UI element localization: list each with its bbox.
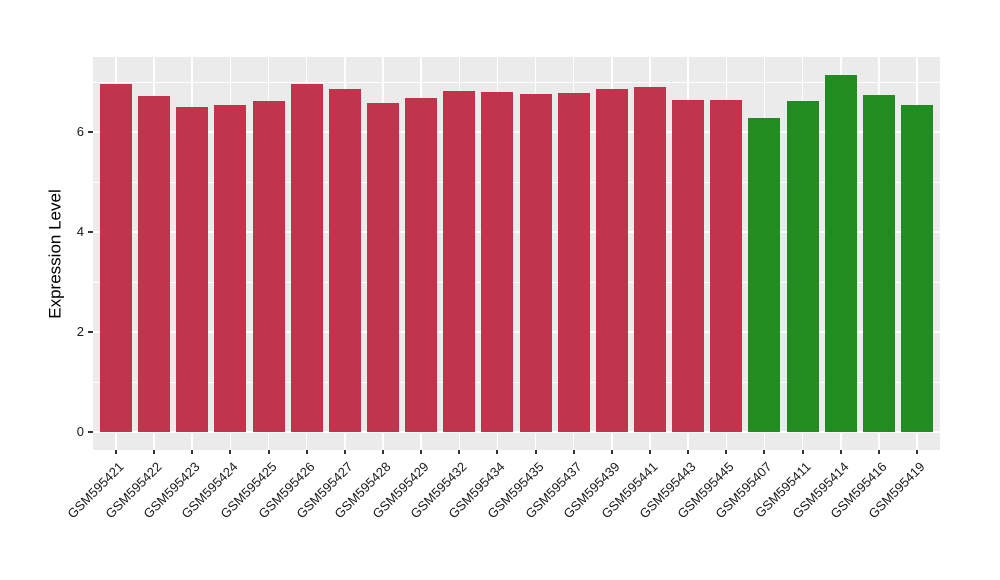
x-axis-tick xyxy=(191,450,194,454)
bar xyxy=(328,89,361,432)
x-axis-tick xyxy=(229,450,232,454)
y-axis-tick xyxy=(88,231,93,233)
x-axis-tick xyxy=(267,450,270,454)
y-tick-label: 0 xyxy=(76,424,84,439)
x-axis-tick xyxy=(420,450,423,454)
bar xyxy=(176,107,209,432)
bar xyxy=(290,84,323,432)
minor-gridline xyxy=(93,81,940,83)
bar xyxy=(824,75,857,432)
x-axis-tick xyxy=(534,450,537,454)
x-axis-tick xyxy=(381,450,384,454)
major-gridline xyxy=(93,131,940,133)
x-axis-tick xyxy=(458,450,461,454)
y-axis-tick xyxy=(88,431,93,433)
x-axis-tick xyxy=(877,450,880,454)
x-axis-tick xyxy=(343,450,346,454)
bar xyxy=(862,95,895,432)
bar xyxy=(786,101,819,432)
bar xyxy=(214,105,247,432)
bar xyxy=(366,103,399,432)
x-axis-tick xyxy=(916,450,919,454)
bar xyxy=(252,101,285,432)
bar xyxy=(710,100,743,432)
bar xyxy=(519,94,552,432)
x-axis-tick xyxy=(572,450,575,454)
y-axis-title-text: Expression Level xyxy=(46,188,65,319)
y-axis-title: Expression Level xyxy=(44,57,68,450)
bar xyxy=(672,100,705,432)
major-gridline xyxy=(93,431,940,433)
bar xyxy=(443,91,476,432)
major-gridline xyxy=(93,231,940,233)
minor-gridline xyxy=(93,181,940,183)
minor-gridline xyxy=(93,381,940,383)
x-axis-tick xyxy=(305,450,308,454)
bar xyxy=(557,93,590,432)
y-tick-label: 2 xyxy=(76,324,84,339)
plot-panel xyxy=(93,57,940,450)
bar xyxy=(748,118,781,432)
bar xyxy=(405,98,438,432)
y-axis-tick xyxy=(88,131,93,133)
minor-gridline xyxy=(93,281,940,283)
x-axis-tick xyxy=(114,450,117,454)
major-gridline xyxy=(93,331,940,333)
bar xyxy=(481,92,514,432)
x-axis-tick xyxy=(763,450,766,454)
y-tick-label: 6 xyxy=(76,124,84,139)
bar xyxy=(99,84,132,432)
bar xyxy=(634,87,667,432)
x-axis-tick xyxy=(801,450,804,454)
bar xyxy=(901,105,934,432)
x-axis-tick xyxy=(687,450,690,454)
bar xyxy=(138,96,171,432)
x-axis-tick xyxy=(649,450,652,454)
x-axis-tick xyxy=(153,450,156,454)
x-axis-tick xyxy=(839,450,842,454)
x-axis-tick xyxy=(610,450,613,454)
x-axis-tick xyxy=(496,450,499,454)
y-tick-label: 4 xyxy=(76,224,84,239)
x-axis-tick xyxy=(725,450,728,454)
y-axis-tick xyxy=(88,331,93,333)
bar xyxy=(595,89,628,432)
